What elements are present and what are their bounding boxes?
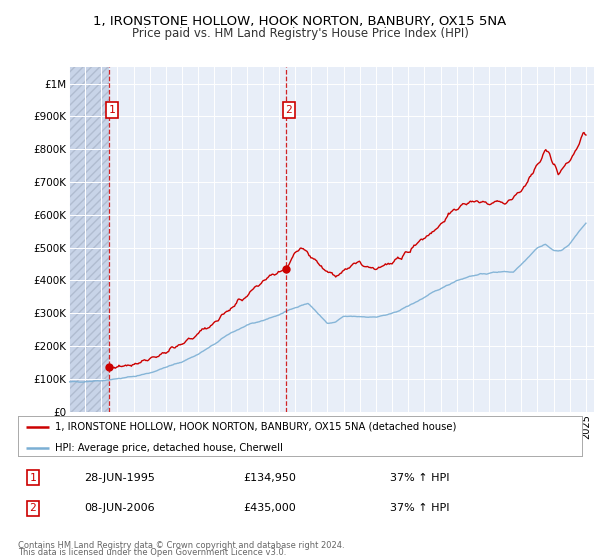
Text: 37% ↑ HPI: 37% ↑ HPI [390,473,450,483]
Text: 1: 1 [29,473,37,483]
Text: 2: 2 [286,105,292,115]
Text: 1, IRONSTONE HOLLOW, HOOK NORTON, BANBURY, OX15 5NA (detached house): 1, IRONSTONE HOLLOW, HOOK NORTON, BANBUR… [55,422,456,432]
Bar [69,67,109,412]
Text: 08-JUN-2006: 08-JUN-2006 [85,503,155,514]
Text: £134,950: £134,950 [244,473,296,483]
Text: Price paid vs. HM Land Registry's House Price Index (HPI): Price paid vs. HM Land Registry's House … [131,27,469,40]
Text: £435,000: £435,000 [244,503,296,514]
Text: 2: 2 [29,503,37,514]
Text: 28-JUN-1995: 28-JUN-1995 [85,473,155,483]
Text: Contains HM Land Registry data © Crown copyright and database right 2024.: Contains HM Land Registry data © Crown c… [18,541,344,550]
Text: HPI: Average price, detached house, Cherwell: HPI: Average price, detached house, Cher… [55,442,283,452]
Text: This data is licensed under the Open Government Licence v3.0.: This data is licensed under the Open Gov… [18,548,286,557]
Text: 1, IRONSTONE HOLLOW, HOOK NORTON, BANBURY, OX15 5NA: 1, IRONSTONE HOLLOW, HOOK NORTON, BANBUR… [94,15,506,27]
Text: 37% ↑ HPI: 37% ↑ HPI [390,503,450,514]
Text: 1: 1 [109,105,115,115]
